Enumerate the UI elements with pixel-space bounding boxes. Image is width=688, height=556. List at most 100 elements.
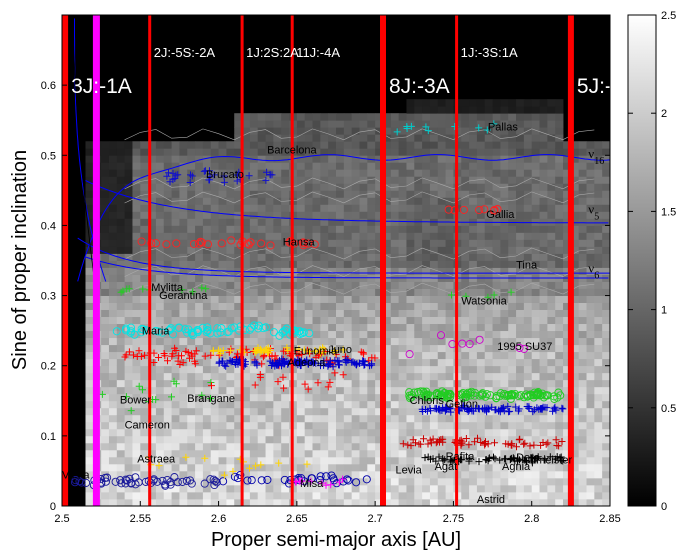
density-cell <box>406 155 415 163</box>
asteroid-marker-plus <box>542 440 550 448</box>
density-cell <box>406 400 415 409</box>
density-cell <box>140 148 149 156</box>
density-cell <box>249 225 259 233</box>
density-cell <box>148 288 157 296</box>
density-cell <box>195 169 204 177</box>
density-cell <box>296 183 306 191</box>
density-cell <box>101 309 110 318</box>
density-cell <box>390 365 400 374</box>
density-cell <box>202 246 212 254</box>
density-cell <box>422 162 431 170</box>
density-cell <box>265 393 274 402</box>
density-cell <box>265 330 274 339</box>
density-cell <box>586 218 595 226</box>
density-cell <box>304 204 313 212</box>
density-cell <box>586 386 595 395</box>
density-cell <box>469 358 478 367</box>
density-cell <box>108 211 118 219</box>
density-cell <box>312 120 321 128</box>
density-cell <box>359 316 368 325</box>
density-cell <box>359 449 368 458</box>
asteroid-marker-circle <box>130 330 139 339</box>
density-cell <box>382 386 392 395</box>
density-cell <box>320 414 329 423</box>
density-cell <box>578 365 587 374</box>
asteroid-marker-circle <box>279 327 288 336</box>
density-cell <box>257 463 266 472</box>
density-cell <box>461 295 470 303</box>
asteroid-marker-plus <box>182 453 190 461</box>
density-cell <box>108 148 118 156</box>
asteroid-marker-plus <box>482 456 490 464</box>
asteroid-marker-plus <box>139 285 147 293</box>
y-tick-label: 0.4 <box>41 220 56 232</box>
density-cell <box>328 211 337 219</box>
density-cell <box>367 386 376 395</box>
density-cell <box>390 456 400 465</box>
density-cell <box>242 218 251 226</box>
density-cell <box>390 344 400 353</box>
density-cell <box>163 491 172 500</box>
density-cell <box>547 449 556 458</box>
density-cell <box>226 253 235 261</box>
density-cell <box>367 435 376 444</box>
asteroid-marker-plus <box>252 462 260 470</box>
density-cell <box>320 127 329 135</box>
resonance-label: 1J:2S:2A <box>246 45 299 60</box>
density-cell <box>375 176 384 184</box>
density-cell <box>116 393 126 402</box>
density-cell <box>516 449 525 458</box>
density-cell <box>148 141 157 149</box>
density-cell <box>163 372 172 381</box>
density-cell <box>414 155 423 163</box>
density-cell <box>578 463 587 472</box>
density-cell <box>610 457 618 464</box>
density-cell <box>523 309 533 318</box>
density-cell <box>531 421 540 430</box>
density-cell <box>445 421 454 430</box>
density-cell <box>148 302 157 310</box>
density-cell <box>375 351 384 360</box>
density-cell <box>508 358 517 367</box>
family-label: Misa <box>300 478 324 490</box>
density-cell <box>563 281 572 289</box>
asteroid-marker-plus <box>529 453 537 461</box>
density-cell <box>195 155 204 163</box>
density-cell <box>445 316 454 325</box>
density-cell <box>296 246 306 254</box>
density-cell <box>586 407 595 416</box>
density-cell <box>531 260 540 268</box>
density-cell <box>328 183 337 191</box>
density-cell <box>429 232 439 240</box>
density-cell <box>516 386 525 395</box>
density-cell <box>422 428 431 437</box>
density-cell <box>249 372 259 381</box>
density-cell <box>508 302 517 310</box>
density-cell <box>171 428 180 437</box>
density-cell <box>367 148 376 156</box>
density-cell <box>273 204 282 212</box>
density-cell <box>273 442 282 451</box>
density-cell <box>108 477 118 486</box>
density-cell <box>508 470 517 479</box>
density-cell <box>602 225 610 233</box>
density-cell <box>296 274 306 282</box>
density-cell <box>85 463 94 472</box>
density-cell <box>242 365 251 374</box>
density-cell <box>555 120 564 128</box>
density-cell <box>422 267 431 275</box>
density-cell <box>281 176 290 184</box>
density-cell <box>312 428 321 437</box>
density-cell <box>563 337 572 346</box>
asteroid-marker-plus <box>119 287 127 295</box>
density-cell <box>437 113 446 121</box>
density-cell <box>547 414 556 423</box>
asteroid-marker-plus <box>133 353 141 360</box>
density-cell <box>148 190 157 198</box>
density-cell <box>155 337 165 346</box>
density-cell <box>304 267 313 275</box>
density-cell <box>476 239 486 247</box>
density-cell <box>382 225 392 233</box>
density-cell <box>281 428 290 437</box>
density-cell <box>108 169 118 177</box>
